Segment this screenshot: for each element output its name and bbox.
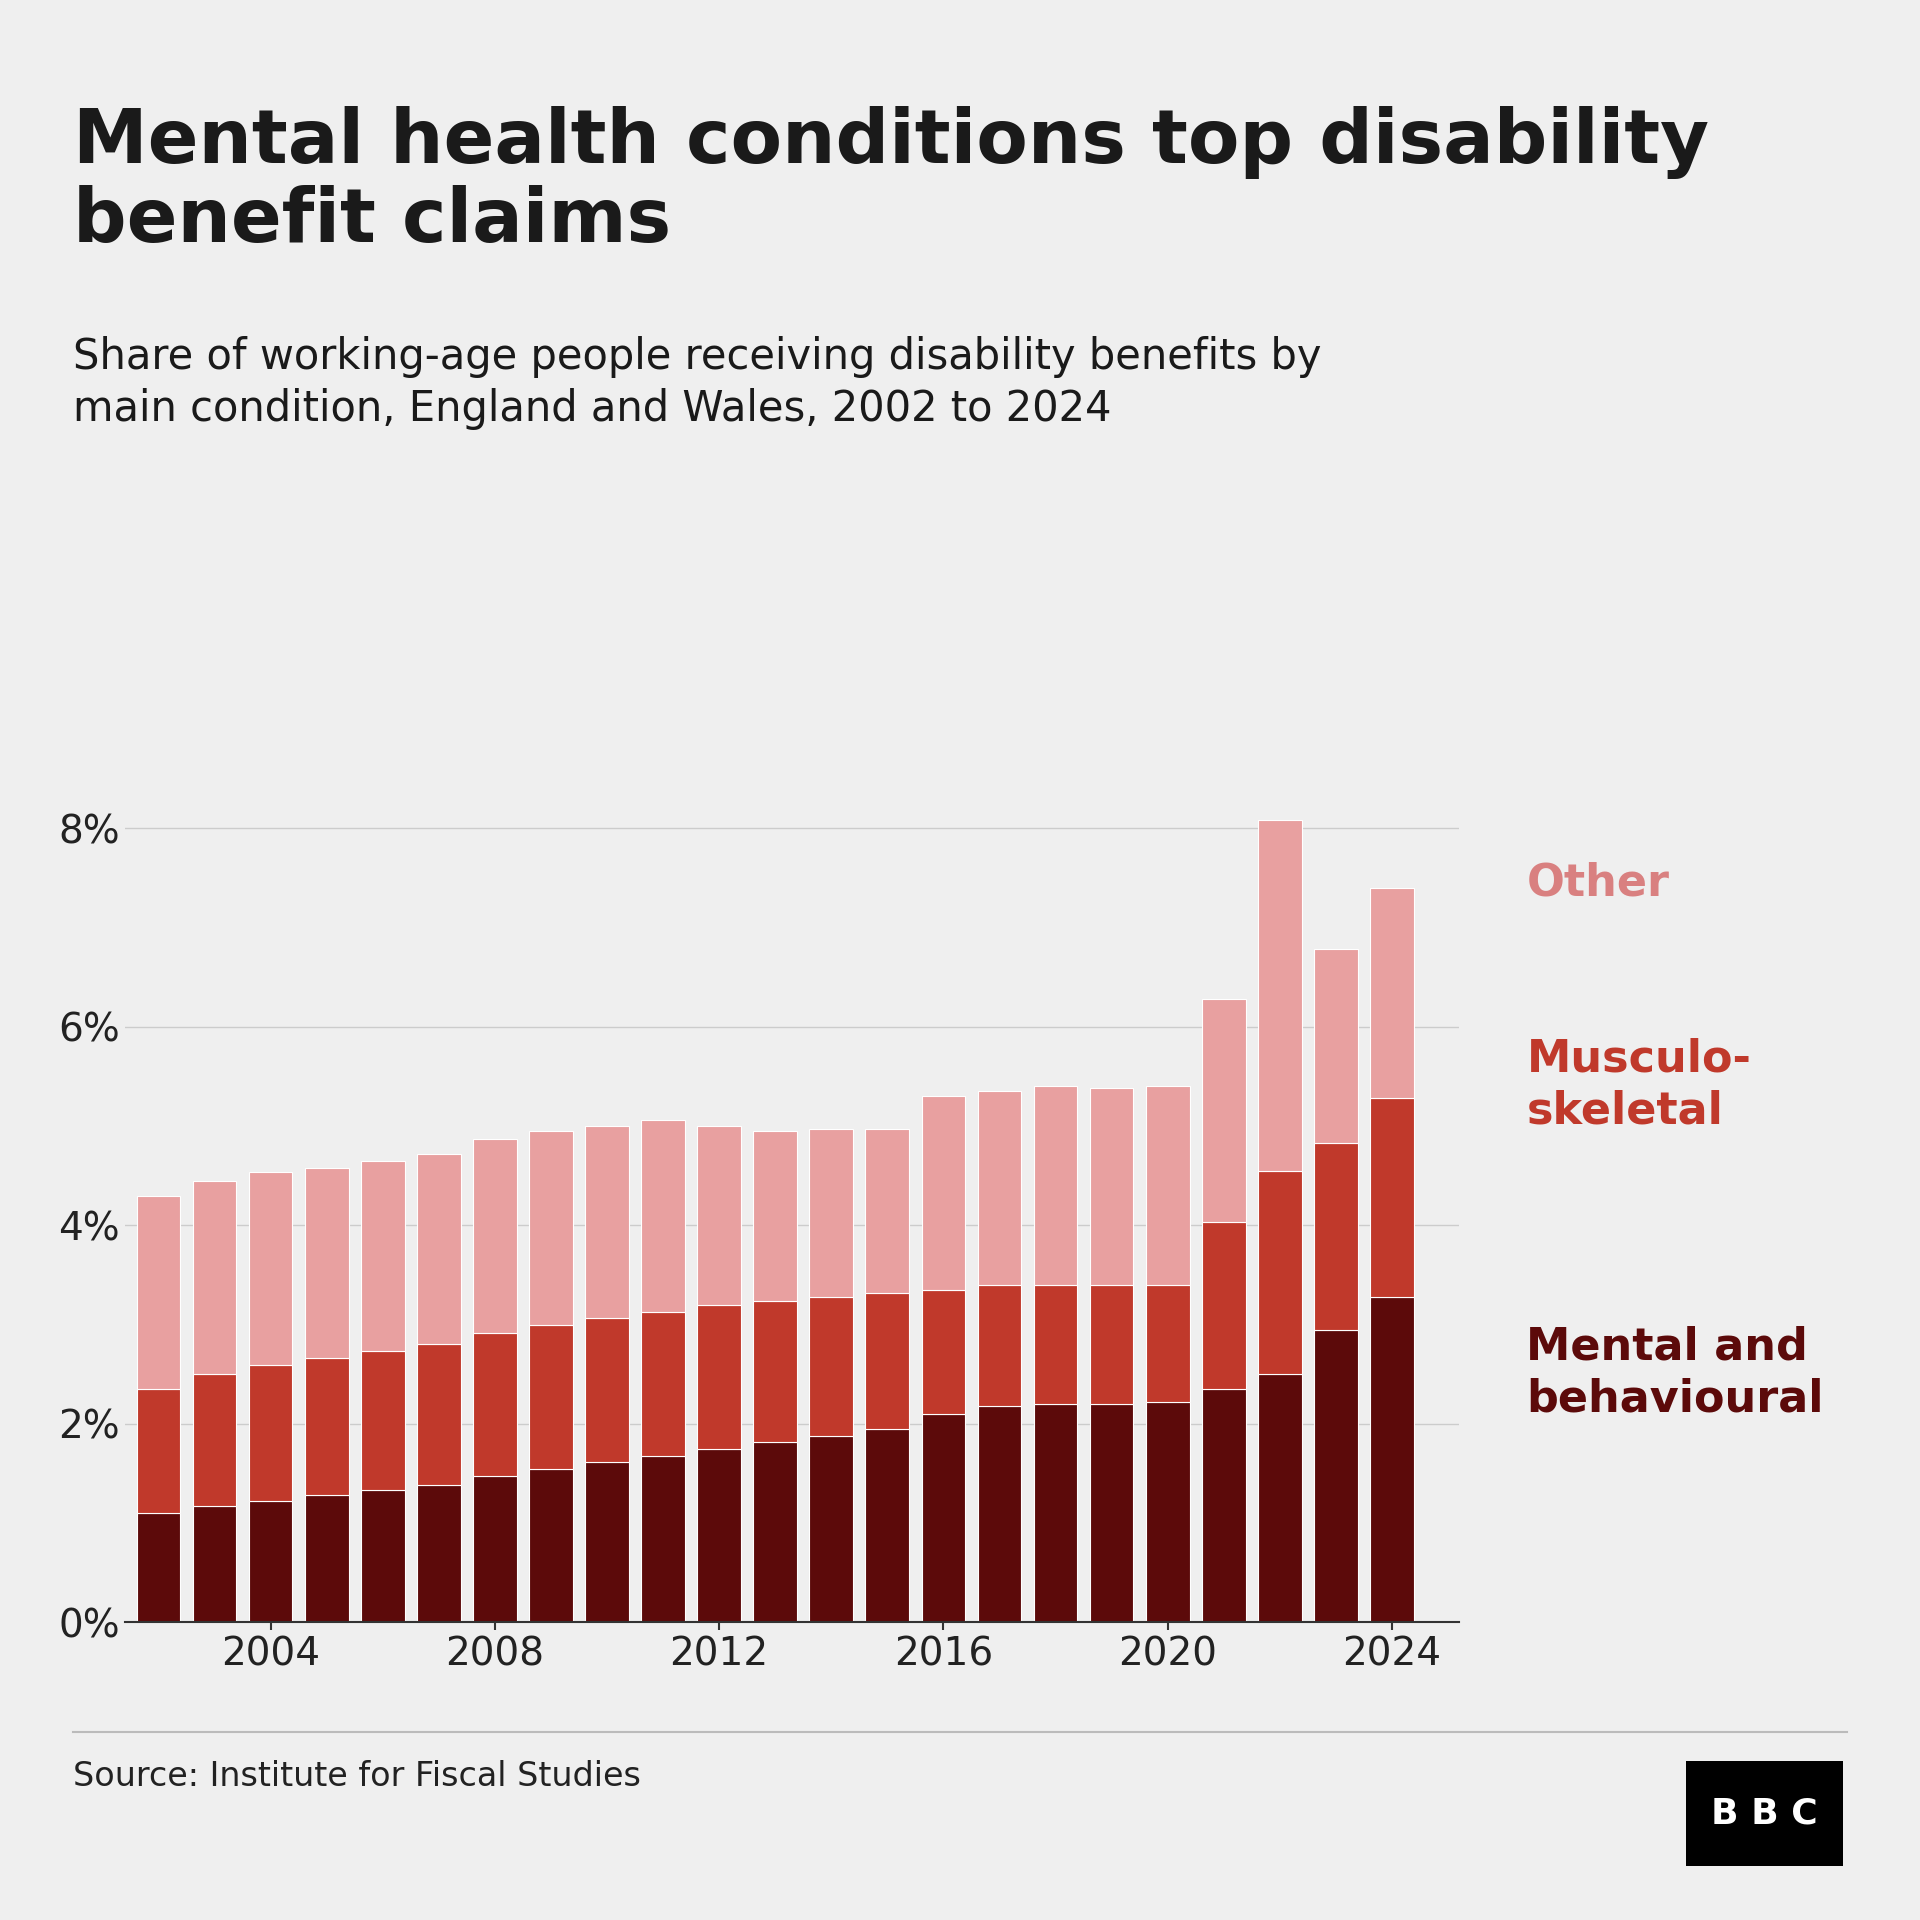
Bar	[1146, 1284, 1190, 1402]
Bar	[1371, 887, 1413, 1098]
Text: Share of working-age people receiving disability benefits by
main condition, Eng: Share of working-age people receiving di…	[73, 336, 1321, 430]
Bar	[977, 1091, 1021, 1284]
Bar	[641, 1455, 685, 1622]
Bar	[697, 1450, 741, 1622]
Bar	[641, 1119, 685, 1311]
Bar	[977, 1405, 1021, 1622]
Bar	[1371, 1098, 1413, 1296]
Bar	[753, 1300, 797, 1442]
Bar	[136, 1513, 180, 1622]
Bar	[1091, 1284, 1133, 1404]
Bar	[305, 1496, 349, 1622]
Bar	[361, 1352, 405, 1490]
Bar	[1033, 1087, 1077, 1284]
Bar	[586, 1125, 630, 1317]
Bar	[922, 1413, 966, 1622]
Bar	[866, 1129, 910, 1292]
Bar	[417, 1344, 461, 1486]
Bar	[250, 1365, 292, 1501]
Bar	[1202, 1223, 1246, 1388]
Bar	[530, 1469, 572, 1622]
Bar	[697, 1125, 741, 1306]
Bar	[136, 1388, 180, 1513]
Bar	[1313, 1142, 1357, 1329]
Bar	[866, 1292, 910, 1428]
Bar	[192, 1507, 236, 1622]
Bar	[417, 1486, 461, 1622]
Bar	[641, 1311, 685, 1455]
Bar	[417, 1154, 461, 1344]
Bar	[305, 1167, 349, 1357]
Bar	[586, 1461, 630, 1622]
Bar	[136, 1196, 180, 1388]
Bar	[305, 1357, 349, 1496]
Bar	[1146, 1087, 1190, 1284]
Text: Other: Other	[1526, 862, 1668, 904]
Bar	[753, 1442, 797, 1622]
Bar	[361, 1490, 405, 1622]
Bar	[922, 1290, 966, 1413]
Bar	[1202, 998, 1246, 1223]
Bar	[1258, 1171, 1302, 1375]
Bar	[586, 1317, 630, 1461]
Text: Mental and
behavioural: Mental and behavioural	[1526, 1325, 1824, 1421]
Text: B B C: B B C	[1711, 1797, 1818, 1830]
Bar	[866, 1428, 910, 1622]
Text: Mental health conditions top disability
benefit claims: Mental health conditions top disability …	[73, 106, 1709, 259]
Bar	[1371, 1296, 1413, 1622]
Bar	[1313, 1329, 1357, 1622]
Bar	[1091, 1089, 1133, 1284]
Bar	[977, 1284, 1021, 1405]
Bar	[1033, 1284, 1077, 1404]
Bar	[472, 1332, 516, 1476]
Bar	[472, 1139, 516, 1332]
Bar	[250, 1501, 292, 1622]
Bar	[192, 1375, 236, 1507]
Bar	[530, 1325, 572, 1469]
Bar	[192, 1181, 236, 1375]
Bar	[530, 1131, 572, 1325]
Bar	[1146, 1402, 1190, 1622]
Bar	[1202, 1388, 1246, 1622]
Bar	[810, 1296, 852, 1436]
Text: Source: Institute for Fiscal Studies: Source: Institute for Fiscal Studies	[73, 1759, 641, 1793]
Text: Musculo-
skeletal: Musculo- skeletal	[1526, 1037, 1751, 1133]
Bar	[922, 1096, 966, 1290]
Bar	[697, 1306, 741, 1450]
Bar	[1258, 820, 1302, 1171]
Bar	[361, 1162, 405, 1352]
Bar	[472, 1476, 516, 1622]
Bar	[1091, 1404, 1133, 1622]
Bar	[1033, 1404, 1077, 1622]
Bar	[1313, 948, 1357, 1142]
Bar	[250, 1171, 292, 1365]
Bar	[1258, 1375, 1302, 1622]
Bar	[810, 1129, 852, 1296]
Bar	[810, 1436, 852, 1622]
Bar	[753, 1131, 797, 1300]
